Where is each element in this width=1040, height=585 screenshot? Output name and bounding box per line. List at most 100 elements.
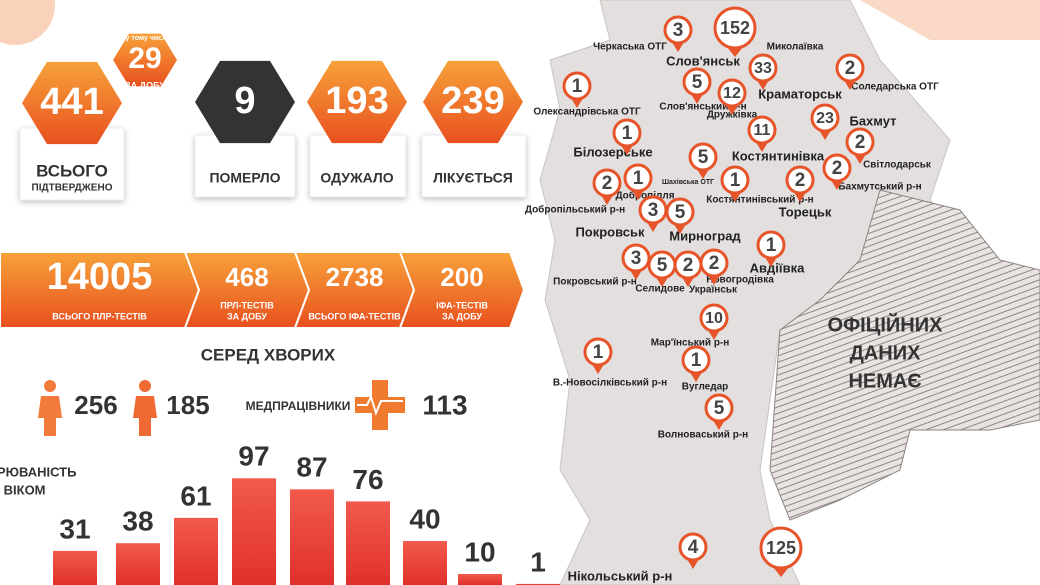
age-bar xyxy=(516,583,560,585)
person-icon xyxy=(139,380,151,392)
marker xyxy=(835,53,865,83)
age-bar xyxy=(116,543,160,585)
marker xyxy=(747,115,777,145)
test-label: ВСЬОГО ІФА-ТЕСТІВ xyxy=(308,311,401,321)
age-value: 1 xyxy=(530,546,546,577)
marker xyxy=(681,345,711,375)
age-value: 10 xyxy=(464,536,495,567)
place-label: Вугледар xyxy=(682,382,729,393)
marker xyxy=(663,15,693,45)
test-label: ЗА ДОБУ xyxy=(227,311,267,321)
place-label: Миколаївка xyxy=(767,42,824,53)
place-label: Селидове xyxy=(635,284,685,295)
marker xyxy=(562,71,592,101)
marker-value: 4 xyxy=(688,537,699,558)
marker-value: 1 xyxy=(593,342,604,363)
age-bar xyxy=(290,489,334,585)
age-bar xyxy=(174,517,218,585)
stat-sublabel: ПІДТВЕРДЖЕНО xyxy=(32,183,113,194)
marker-value: 1 xyxy=(572,76,583,97)
marker-value: 12 xyxy=(723,85,741,102)
place-label: Покровськ xyxy=(575,224,645,239)
marker xyxy=(665,197,695,227)
patients-value: 256 xyxy=(74,390,117,420)
marker-value: 33 xyxy=(754,60,772,77)
place-label: Авдіївка xyxy=(750,260,805,275)
stat-label: ЛІКУЄТЬСЯ xyxy=(433,170,513,186)
medics-value: 113 xyxy=(422,389,467,420)
age-bar xyxy=(458,574,502,585)
place-label: Покровський р-н xyxy=(553,277,637,288)
marker-value: 1 xyxy=(633,168,644,189)
place-label: Білозерське xyxy=(573,144,652,159)
person-icon xyxy=(44,380,56,392)
marker-value: 1 xyxy=(691,350,702,371)
card xyxy=(421,134,527,198)
marker xyxy=(704,393,734,423)
medics-icon xyxy=(357,394,403,416)
marker xyxy=(822,153,852,183)
stat-value: 441 xyxy=(40,81,103,123)
age-value: 97 xyxy=(238,441,269,472)
place-label: Волноваський р-н xyxy=(658,430,748,441)
hexagon xyxy=(195,60,295,144)
marker xyxy=(623,163,653,193)
hexagon xyxy=(307,60,407,144)
marker-value: 5 xyxy=(657,255,668,276)
hexagon xyxy=(22,61,122,145)
stat-value: 29 xyxy=(128,42,161,75)
test-label: ПРЛ-ТЕСТІВ xyxy=(220,300,274,310)
marker-value: 2 xyxy=(602,173,613,194)
place-label: Бахмутський р-н xyxy=(838,182,921,193)
place-label: Бахмут xyxy=(849,113,896,128)
medics-label: МЕДПРАЦІВНИКИ xyxy=(246,399,351,413)
marker xyxy=(678,532,708,562)
place-label: Шахівська ОТГ xyxy=(662,178,714,186)
marker-value: 1 xyxy=(622,123,633,144)
place-label: Слов'янський р-н xyxy=(659,102,746,113)
marker xyxy=(612,118,642,148)
place-label: Новогродівка xyxy=(706,275,774,286)
person-icon xyxy=(38,396,62,436)
no-data-region xyxy=(769,189,1040,521)
test-label: ІФА-ТЕСТІВ xyxy=(436,300,488,310)
marker xyxy=(699,248,729,278)
place-label: Мирноград xyxy=(669,228,741,243)
marker-value: 1 xyxy=(766,235,777,256)
marker-value: 2 xyxy=(845,58,856,79)
marker-value: 2 xyxy=(683,255,694,276)
marker-value: 10 xyxy=(705,310,723,327)
age-bar xyxy=(53,550,97,585)
place-label: Черкаська ОТГ xyxy=(593,42,667,53)
stat-label: ПОМЕРЛО xyxy=(209,170,280,186)
place-label: Українськ xyxy=(689,285,738,296)
age-title: ЗАХВОРЮВАНІСТЬ xyxy=(0,464,76,479)
marker-value: 11 xyxy=(754,122,771,139)
stat-value: 239 xyxy=(441,80,504,122)
test-value: 200 xyxy=(440,262,483,292)
age-value: 61 xyxy=(180,480,211,511)
place-label: Олександрівська ОТГ xyxy=(533,107,641,118)
place-label: Добропільський р-н xyxy=(525,204,625,216)
place-label: Костянтинівський р-н xyxy=(706,195,813,206)
age-value: 38 xyxy=(122,506,153,537)
test-value: 468 xyxy=(225,262,268,292)
stat-label: ОДУЖАЛО xyxy=(320,170,393,186)
hexagon xyxy=(423,60,523,144)
marker xyxy=(699,303,729,333)
age-value: 31 xyxy=(59,513,90,544)
marker xyxy=(713,6,757,50)
test-value: 14005 xyxy=(47,256,153,298)
marker-value: 152 xyxy=(720,18,750,38)
marker xyxy=(621,243,651,273)
test-banner xyxy=(398,251,526,329)
person-icon xyxy=(133,396,157,436)
marker xyxy=(748,53,778,83)
place-label: Краматорськ xyxy=(758,86,842,101)
marker xyxy=(759,526,803,570)
marker xyxy=(682,67,712,97)
place-label: Дружківка xyxy=(707,110,758,121)
stat-label: ВСЬОГО xyxy=(36,161,108,180)
marker-value: 2 xyxy=(832,158,843,179)
marker xyxy=(717,78,747,108)
